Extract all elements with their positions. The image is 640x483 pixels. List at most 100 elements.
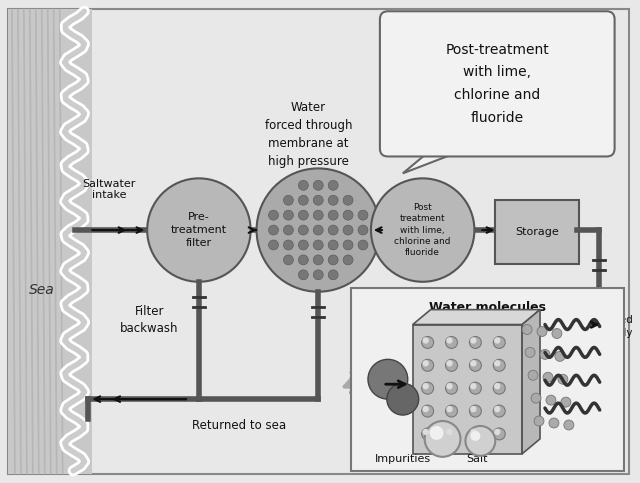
Circle shape [531, 393, 541, 403]
FancyBboxPatch shape [380, 11, 614, 156]
Circle shape [445, 337, 458, 348]
Circle shape [387, 383, 419, 415]
Circle shape [469, 428, 481, 440]
Bar [8, 9, 93, 474]
Circle shape [313, 195, 323, 205]
Circle shape [447, 407, 452, 412]
Circle shape [447, 361, 452, 366]
Circle shape [465, 426, 495, 456]
FancyBboxPatch shape [351, 288, 623, 471]
Circle shape [298, 240, 308, 250]
Circle shape [534, 416, 544, 426]
Circle shape [564, 420, 574, 430]
Circle shape [471, 361, 476, 366]
Circle shape [328, 210, 338, 220]
Circle shape [469, 337, 481, 348]
Circle shape [470, 431, 481, 441]
Circle shape [471, 384, 476, 389]
Polygon shape [403, 148, 467, 173]
Circle shape [298, 270, 308, 280]
Circle shape [493, 405, 505, 417]
Circle shape [561, 397, 571, 407]
Circle shape [447, 384, 452, 389]
Circle shape [471, 338, 476, 343]
Circle shape [284, 225, 293, 235]
Circle shape [343, 195, 353, 205]
Circle shape [313, 180, 323, 190]
Circle shape [257, 169, 380, 292]
Circle shape [328, 240, 338, 250]
Circle shape [298, 255, 308, 265]
Text: Sea: Sea [29, 283, 54, 297]
Circle shape [368, 359, 408, 399]
Circle shape [555, 352, 565, 361]
Circle shape [558, 374, 568, 384]
Polygon shape [522, 310, 540, 454]
Text: Water molecules: Water molecules [429, 301, 546, 314]
Circle shape [495, 384, 500, 389]
Circle shape [328, 255, 338, 265]
Circle shape [495, 429, 500, 434]
Circle shape [284, 195, 293, 205]
Circle shape [284, 240, 293, 250]
Circle shape [313, 225, 323, 235]
Circle shape [429, 426, 444, 440]
Circle shape [445, 428, 458, 440]
Circle shape [298, 195, 308, 205]
Circle shape [469, 382, 481, 394]
Circle shape [328, 180, 338, 190]
Circle shape [313, 210, 323, 220]
Text: Storage: Storage [515, 227, 559, 237]
Circle shape [422, 428, 434, 440]
Text: Seawater
concentrate: Seawater concentrate [348, 369, 419, 399]
Circle shape [495, 407, 500, 412]
Circle shape [298, 180, 308, 190]
Circle shape [313, 255, 323, 265]
Text: Post-treatment
with lime,
chlorine and
fluoride: Post-treatment with lime, chlorine and f… [445, 43, 549, 125]
Circle shape [358, 240, 368, 250]
Circle shape [493, 382, 505, 394]
Circle shape [313, 270, 323, 280]
Circle shape [537, 327, 547, 337]
Circle shape [269, 240, 278, 250]
Circle shape [445, 405, 458, 417]
Circle shape [445, 382, 458, 394]
Text: Salt: Salt [467, 454, 488, 464]
Text: To integrated
water supply
system: To integrated water supply system [564, 314, 633, 351]
Circle shape [522, 325, 532, 335]
Circle shape [422, 382, 434, 394]
Circle shape [447, 338, 452, 343]
Circle shape [423, 384, 428, 389]
Text: Saltwater
intake: Saltwater intake [83, 179, 136, 200]
Circle shape [284, 255, 293, 265]
Circle shape [328, 195, 338, 205]
Circle shape [423, 407, 428, 412]
Circle shape [422, 405, 434, 417]
Circle shape [469, 359, 481, 371]
Circle shape [358, 225, 368, 235]
Circle shape [343, 210, 353, 220]
Circle shape [328, 225, 338, 235]
Circle shape [493, 359, 505, 371]
Text: Post
treatment
with lime,
chlorine and
fluoride: Post treatment with lime, chlorine and f… [394, 203, 451, 257]
Circle shape [493, 428, 505, 440]
Circle shape [298, 210, 308, 220]
Circle shape [269, 225, 278, 235]
Circle shape [423, 429, 428, 434]
Polygon shape [413, 310, 540, 325]
Text: Filter
backwash: Filter backwash [120, 305, 179, 335]
Circle shape [445, 359, 458, 371]
Circle shape [422, 337, 434, 348]
Circle shape [495, 338, 500, 343]
Circle shape [423, 338, 428, 343]
Circle shape [469, 405, 481, 417]
FancyBboxPatch shape [495, 200, 579, 264]
Circle shape [358, 210, 368, 220]
Circle shape [269, 210, 278, 220]
Circle shape [540, 349, 550, 359]
Circle shape [328, 270, 338, 280]
Circle shape [313, 240, 323, 250]
Circle shape [425, 421, 460, 457]
Circle shape [525, 347, 535, 357]
Circle shape [371, 178, 474, 282]
